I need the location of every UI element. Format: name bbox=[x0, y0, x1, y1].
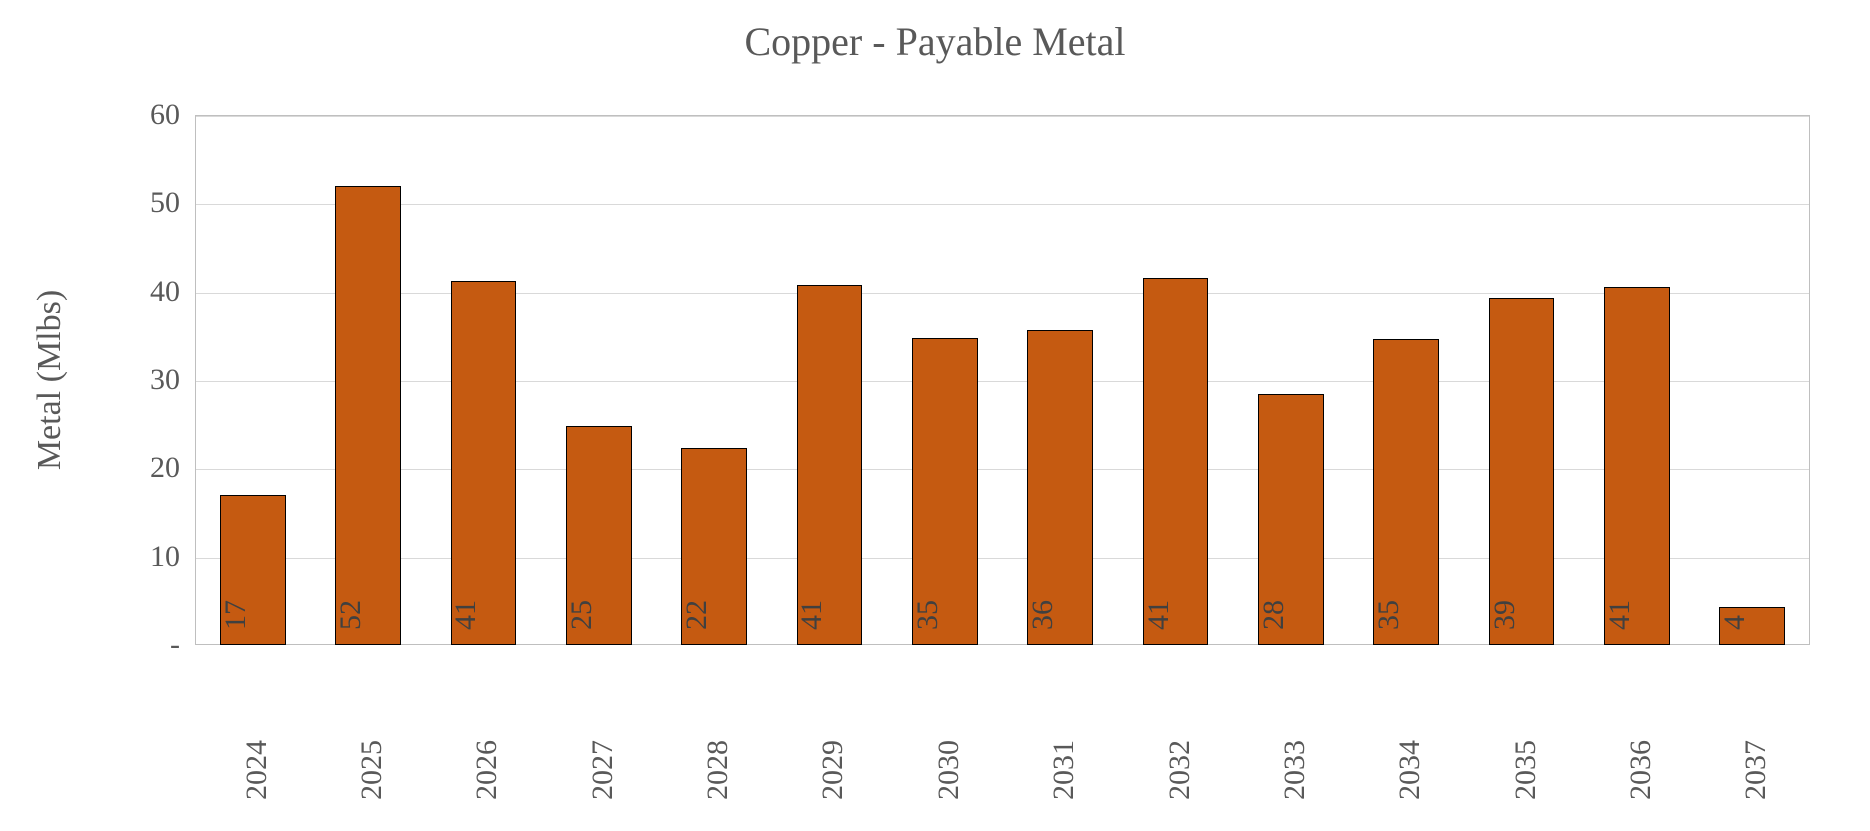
y-tick-label: 50 bbox=[100, 186, 180, 220]
x-tick-label: 2030 bbox=[932, 680, 966, 800]
bar-data-label: 17 bbox=[219, 600, 253, 630]
x-tick-label: 2034 bbox=[1393, 680, 1427, 800]
x-tick-label: 2024 bbox=[240, 680, 274, 800]
bar: 28 bbox=[1258, 394, 1324, 645]
x-tick-label: 2036 bbox=[1624, 680, 1658, 800]
bar-data-label: 4 bbox=[1718, 615, 1752, 630]
x-tick-label: 2035 bbox=[1509, 680, 1543, 800]
bar-data-label: 22 bbox=[680, 600, 714, 630]
x-tick-label: 2028 bbox=[701, 680, 735, 800]
x-tick-label: 2029 bbox=[816, 680, 850, 800]
y-tick-label: 30 bbox=[100, 363, 180, 397]
x-tick-label: 2025 bbox=[355, 680, 389, 800]
y-tick-label: 60 bbox=[100, 98, 180, 132]
bar-data-label: 35 bbox=[911, 600, 945, 630]
copper-payable-metal-chart: Copper - Payable Metal Metal (Mlbs) - 10 2… bbox=[0, 0, 1870, 831]
bar-data-label: 41 bbox=[449, 600, 483, 630]
y-tick-label: 20 bbox=[100, 451, 180, 485]
chart-title: Copper - Payable Metal bbox=[0, 18, 1870, 65]
bar: 41 bbox=[1604, 287, 1670, 645]
bar: 4 bbox=[1719, 607, 1785, 645]
x-tick-label: 2031 bbox=[1047, 680, 1081, 800]
y-tick-label: 10 bbox=[100, 540, 180, 574]
bar-data-label: 39 bbox=[1488, 600, 1522, 630]
bar-data-label: 52 bbox=[334, 600, 368, 630]
bar: 36 bbox=[1027, 330, 1093, 645]
y-axis-label: Metal (Mlbs) bbox=[31, 290, 69, 470]
y-tick-label: 40 bbox=[100, 275, 180, 309]
bar: 35 bbox=[1373, 339, 1439, 645]
x-tick-label: 2026 bbox=[470, 680, 504, 800]
bar: 17 bbox=[220, 495, 286, 645]
bar-data-label: 41 bbox=[1142, 600, 1176, 630]
x-tick-label: 2027 bbox=[586, 680, 620, 800]
x-tick-label: 2037 bbox=[1739, 680, 1773, 800]
y-tick-label: - bbox=[100, 628, 180, 662]
bar-data-label: 28 bbox=[1257, 600, 1291, 630]
bar-data-label: 25 bbox=[565, 600, 599, 630]
bar: 41 bbox=[451, 281, 517, 645]
bar-data-label: 36 bbox=[1026, 600, 1060, 630]
bar-data-label: 41 bbox=[795, 600, 829, 630]
bar-series: 17 52 41 25 22 41 35 36 41 28 35 39 41 4 bbox=[195, 115, 1810, 645]
bar: 41 bbox=[1143, 278, 1209, 645]
bar-data-label: 41 bbox=[1603, 600, 1637, 630]
bar: 52 bbox=[335, 186, 401, 645]
bar: 25 bbox=[566, 426, 632, 645]
bar: 39 bbox=[1489, 298, 1555, 645]
bar: 22 bbox=[681, 448, 747, 645]
bar-data-label: 35 bbox=[1372, 600, 1406, 630]
x-tick-label: 2032 bbox=[1163, 680, 1197, 800]
bar: 41 bbox=[797, 285, 863, 645]
x-tick-label: 2033 bbox=[1278, 680, 1312, 800]
bar: 35 bbox=[912, 338, 978, 645]
